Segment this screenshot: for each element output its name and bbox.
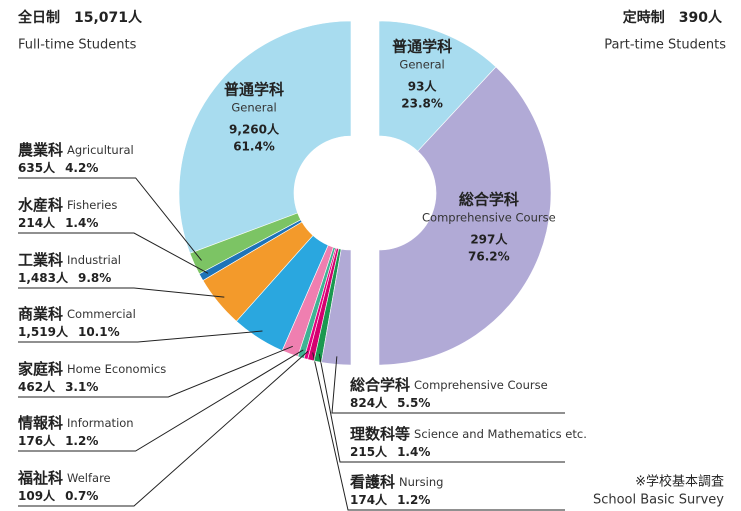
chart-subtitle: Full-time Students (18, 38, 137, 53)
slice-name-en: Industrial (67, 253, 121, 267)
slice-name: 情報科 (18, 414, 63, 432)
slice-name-en: Commercial (67, 307, 136, 321)
label: 824人 5.5% (350, 395, 430, 410)
slice (378, 20, 497, 152)
footnote: School Basic Survey (593, 493, 724, 508)
value-label: 1.4% (397, 445, 430, 459)
slice-name-en: Fisheries (67, 198, 117, 212)
count-label: 176人 (18, 433, 56, 448)
value-label: 1.2% (397, 493, 430, 507)
label: 商業科 Commercial (18, 305, 136, 323)
label: 176人 1.2% (18, 433, 98, 448)
count-label: 214人 (18, 215, 56, 230)
leader-line (18, 330, 263, 343)
label: 総合学科 Comprehensive Course (350, 376, 548, 394)
value-label: 3.1% (65, 380, 98, 394)
value-label: 61.4% (233, 139, 275, 153)
count-label: 824人 (350, 395, 388, 410)
chart-subtitle: Part-time Students (604, 38, 726, 53)
slice-name-en: General (399, 58, 444, 72)
label: 水産科 Fisheries (18, 196, 117, 214)
slice-name-en: Welfare (67, 471, 111, 485)
label: 635人 4.2% (18, 160, 98, 175)
leader-line (18, 350, 309, 507)
leader-line (318, 353, 565, 463)
label: 看護科 Nursing (350, 473, 443, 491)
label: 農業科 Agricultural (18, 141, 134, 159)
count-label: 9,260人 (229, 121, 280, 136)
value-label: 10.1% (78, 325, 120, 339)
slice-name: 看護科 (350, 473, 395, 491)
footnote: ※学校基本調査 (635, 474, 724, 490)
leader-line (331, 356, 565, 414)
slice-name: 理数科等 (350, 425, 410, 443)
leader-line (18, 349, 304, 452)
value-label: 9.8% (78, 271, 111, 285)
count-label: 635人 (18, 160, 56, 175)
slice-name: 総合学科 (350, 376, 410, 394)
label: 215人 1.4% (350, 444, 430, 459)
slice-name: 商業科 (18, 305, 63, 323)
leader-line (18, 345, 293, 398)
slice-name-en: Nursing (399, 475, 443, 489)
label: 174人 1.2% (350, 492, 430, 507)
count-label: 1,483人 (18, 270, 69, 285)
value-label: 1.4% (65, 216, 98, 230)
value-label: 0.7% (65, 489, 98, 503)
slice (321, 248, 352, 366)
label: 家庭科 Home Economics (18, 360, 166, 378)
label: 1,519人 10.1% (18, 324, 120, 339)
slice-name-en: General (231, 100, 276, 114)
slice-name-en: Science and Mathematics etc. (414, 427, 587, 441)
slice-name: 水産科 (18, 196, 63, 214)
slice-name-en: Home Economics (67, 362, 166, 376)
slice-name: 普通学科 (224, 80, 284, 98)
slice-name: 福祉科 (17, 469, 63, 487)
leader-line (18, 287, 225, 298)
chart-title: 全日制 15,071人 (17, 9, 143, 26)
leader-line (18, 177, 202, 261)
label: 462人 3.1% (18, 379, 98, 394)
slice-name: 家庭科 (18, 360, 63, 378)
value-label: 76.2% (468, 250, 510, 264)
chart-title: 定時制 390人 (623, 9, 723, 26)
slice-name-en: Agricultural (67, 143, 134, 157)
slice-name-en: Comprehensive Course (414, 378, 548, 392)
count-label: 215人 (350, 444, 388, 459)
value-label: 4.2% (65, 161, 98, 175)
slice-name: 総合学科 (459, 191, 519, 209)
slice-name: 農業科 (18, 141, 63, 159)
value-label: 1.2% (65, 434, 98, 448)
label: 214人 1.4% (18, 215, 98, 230)
slice (378, 66, 552, 366)
label: 理数科等 Science and Mathematics etc. (350, 425, 587, 443)
label: 1,483人 9.8% (18, 270, 111, 285)
count-label: 174人 (350, 492, 388, 507)
slice-name-en: Information (67, 416, 134, 430)
slice (178, 20, 352, 254)
slice-name-en: Comprehensive Course (422, 211, 556, 225)
count-label: 93人 (408, 79, 438, 94)
count-label: 297人 (470, 232, 508, 247)
leader-line (18, 232, 209, 274)
count-label: 109人 (18, 488, 56, 503)
count-label: 1,519人 (18, 324, 69, 339)
label: 福祉科 Welfare (17, 469, 111, 487)
value-label: 23.8% (401, 97, 443, 111)
label: 109人 0.7% (18, 488, 98, 503)
label: 情報科 Information (18, 414, 134, 432)
count-label: 462人 (18, 379, 56, 394)
value-label: 5.5% (397, 396, 430, 410)
slice-name: 工業科 (18, 251, 63, 269)
leader-line (312, 352, 565, 511)
slice-name: 普通学科 (392, 38, 452, 56)
label: 工業科 Industrial (18, 251, 121, 269)
